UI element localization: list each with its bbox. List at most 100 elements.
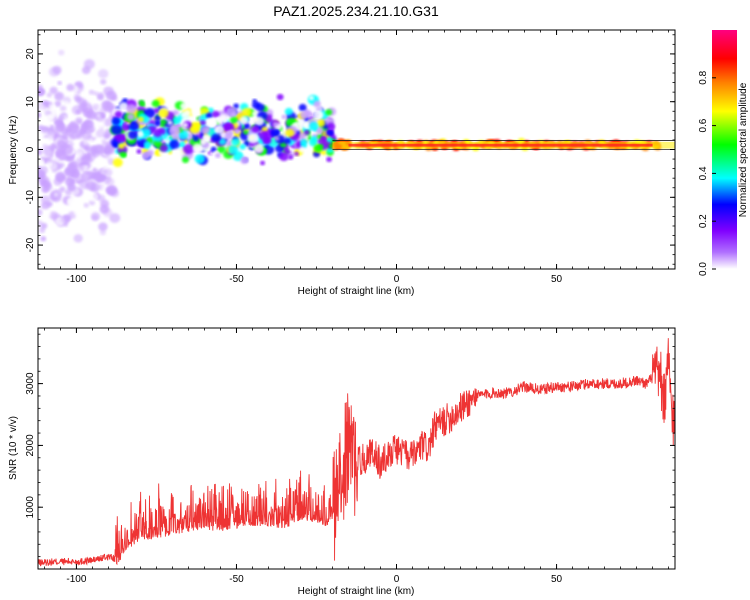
spectrogram-cell xyxy=(88,89,95,95)
spectrogram-cell xyxy=(104,154,115,165)
snr-x-tick-label: -50 xyxy=(229,574,244,585)
spectrogram-cell xyxy=(45,211,51,217)
spectrogram-cell xyxy=(38,209,43,216)
colorbar-tick-label: 0.6 xyxy=(698,118,709,132)
spectrogram-cell xyxy=(326,156,332,163)
spectrogram-cell xyxy=(247,133,259,144)
spectrogram-cell xyxy=(181,156,190,164)
spectrogram-cell xyxy=(98,222,108,232)
spectrogram-cell xyxy=(218,138,227,145)
spectrogram-cell xyxy=(128,121,140,131)
colorbar-label: Normalized spectral amplitude xyxy=(738,82,749,217)
spectrogram-x-axis-label: Height of straight line (km) xyxy=(298,286,415,297)
spectrogram-y-tick-label: 0 xyxy=(25,146,36,152)
spectrogram-cell xyxy=(38,88,45,96)
spectrogram-y-tick-label: 20 xyxy=(25,48,36,60)
snr-ticks xyxy=(38,328,675,570)
spectrogram-cell xyxy=(231,138,241,147)
spectrogram-cell xyxy=(226,107,237,117)
snr-x-tick-label: 50 xyxy=(551,574,563,585)
spectrogram-cell xyxy=(44,109,52,116)
spectrogram-cell xyxy=(234,128,240,134)
spectrogram-cell xyxy=(313,110,324,119)
spectrogram-cell xyxy=(75,117,83,124)
spectrogram-cell xyxy=(169,139,180,149)
spectrogram-cell xyxy=(274,136,280,141)
snr-x-axis-label: Height of straight line (km) xyxy=(298,586,415,597)
spectrogram-cell xyxy=(313,144,323,153)
spectrogram-cell xyxy=(90,211,101,221)
spectrogram-cell xyxy=(42,100,49,106)
colorbar-tick-label: 0.2 xyxy=(698,214,709,228)
spectrogram-y-tick-label: 10 xyxy=(25,96,36,108)
spectrogram-cell xyxy=(251,111,257,116)
spectrogram-cell xyxy=(54,91,63,100)
spectrogram-cell xyxy=(144,143,151,150)
spectrogram-cell xyxy=(171,116,181,125)
spectrogram-cell xyxy=(89,173,97,180)
spectrogram-cell xyxy=(103,132,111,140)
spectrogram-cell xyxy=(255,103,265,112)
spectrogram-cell xyxy=(215,152,221,158)
spectrogram-cell xyxy=(138,99,145,106)
spectrogram-cell xyxy=(54,119,64,127)
spectrogram-cell xyxy=(70,130,81,140)
spectrogram-cell xyxy=(182,122,188,128)
spectrogram-cell xyxy=(71,170,79,177)
spectrogram-cell xyxy=(80,155,91,165)
spectrogram-cell xyxy=(243,130,249,135)
spectrogram-cell xyxy=(316,119,326,127)
spectrogram-cell xyxy=(177,130,189,140)
spectrogram-cell xyxy=(127,113,135,121)
spectrogram-cell xyxy=(313,150,321,158)
spectrogram-cell xyxy=(49,86,58,95)
spectrogram-cell xyxy=(240,156,249,165)
spectrogram-cell xyxy=(96,113,102,119)
spectrogram-cell xyxy=(167,120,173,125)
colorbar: 0.0 0.2 0.4 0.6 0.8 Normalized spectral ampl… xyxy=(698,30,749,276)
spectrogram-cell xyxy=(229,116,238,124)
spectrogram-cell xyxy=(105,187,112,194)
spectrogram-cell xyxy=(276,93,284,101)
spectrogram-cell xyxy=(72,205,78,211)
spectrogram-cell xyxy=(143,128,151,136)
spectrogram-cell xyxy=(207,119,217,128)
spectrogram-cell xyxy=(49,211,58,220)
spectrogram-cell xyxy=(186,133,193,139)
spectrogram-y-tick-label: -10 xyxy=(25,190,36,205)
spectrogram-cell xyxy=(54,148,65,158)
spectrogram-cell xyxy=(251,125,260,133)
carrier-peak xyxy=(348,143,653,147)
spectrogram-cell xyxy=(297,132,307,141)
spectrogram-cell xyxy=(210,146,217,152)
spectrogram-cell xyxy=(200,139,207,145)
spectrogram-cell xyxy=(313,100,321,108)
spectrogram-cell xyxy=(182,143,195,155)
spectrogram-cell xyxy=(88,191,99,202)
spectrogram-cell xyxy=(154,114,162,121)
spectrogram-cell xyxy=(298,146,306,153)
spectrogram-cell xyxy=(110,189,120,198)
spectrogram-cell xyxy=(46,114,54,122)
spectrogram-cell xyxy=(128,130,138,140)
spectrogram-cell xyxy=(67,183,76,192)
spectrogram-cell xyxy=(194,154,205,164)
spectrogram-cell xyxy=(57,139,67,149)
spectrogram-cell xyxy=(192,143,203,153)
spectrogram-cell xyxy=(278,152,289,162)
spectrogram-cell xyxy=(121,123,130,131)
spectrogram-cell xyxy=(99,106,108,114)
spectrogram-cell xyxy=(38,159,44,165)
spectrogram-cell xyxy=(288,155,294,160)
spectrogram-cell xyxy=(273,122,278,127)
spectrogram-cell xyxy=(101,113,106,118)
spectrogram-cell xyxy=(47,162,53,167)
spectrogram-cell xyxy=(95,145,105,154)
spectrogram-cell xyxy=(326,129,334,137)
spectrogram-cell xyxy=(162,135,167,140)
colorbar-tick-labels: 0.0 0.2 0.4 0.6 0.8 xyxy=(698,70,716,276)
spectrogram-cell xyxy=(214,124,225,135)
spectrogram-cell xyxy=(151,99,160,108)
spectrogram-cell xyxy=(38,124,44,131)
spectrogram-cell xyxy=(60,215,70,224)
